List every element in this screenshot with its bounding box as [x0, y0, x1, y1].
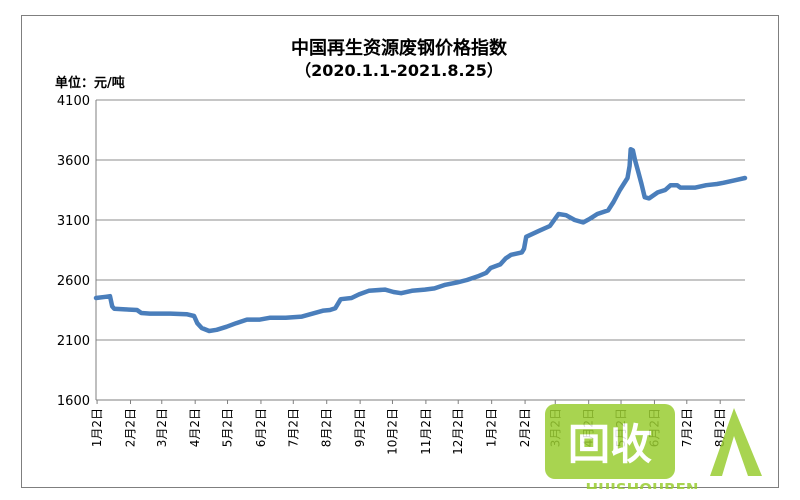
y-tick-labels: 1600 2100 2600 3100 3600 4100 — [57, 94, 90, 409]
y-tick-label: 3100 — [57, 214, 90, 229]
watermark-logo-text: 回收 — [568, 420, 652, 469]
chart-frame: 中国再生资源废钢价格指数 （2020.1.1-2021.8.25） 单位：元/吨… — [21, 15, 779, 489]
x-tick-label: 6月2日 — [254, 408, 268, 447]
watermark-brand-text: HUISHOUREN — [586, 480, 699, 489]
watermark-logo: 回收 HUISHOUREN — [545, 404, 762, 489]
y-tick-label: 2600 — [57, 274, 90, 289]
x-tick-label: 9月2日 — [353, 408, 367, 447]
y-tick-label: 4100 — [57, 94, 90, 109]
y-axis-unit-label: 单位：元/吨 — [55, 75, 125, 91]
y-tick-label: 1600 — [57, 394, 90, 409]
watermark-badge — [545, 404, 675, 479]
y-tick-label: 3600 — [57, 154, 90, 169]
x-tick-label: 11月2日 — [419, 408, 433, 455]
x-tick-labels: 1月2日 2月2日 3月2日 4月2日 5月2日 6月2日 7月2日 8月2日 9月2日 10月2… — [90, 408, 727, 455]
gridlines — [96, 99, 745, 401]
x-tick-label: 10月2日 — [385, 408, 399, 455]
y-tick-label: 2100 — [57, 334, 90, 349]
x-tick-label: 1月2日 — [485, 408, 499, 447]
x-tick-label: 1月2日 — [90, 408, 104, 447]
x-tick-label: 8月2日 — [320, 408, 334, 447]
x-tick-label: 3月2日 — [155, 408, 169, 447]
x-tick-label: 7月2日 — [680, 408, 694, 447]
axes — [95, 100, 745, 404]
x-tick-label: 4月2日 — [188, 408, 202, 447]
chart-svg: 中国再生资源废钢价格指数 （2020.1.1-2021.8.25） 单位：元/吨… — [55, 37, 762, 489]
series-layer — [93, 146, 748, 334]
x-tick-label: 2月2日 — [123, 408, 137, 447]
chart-subtitle: （2020.1.1-2021.8.25） — [295, 61, 503, 80]
chart-title: 中国再生资源废钢价格指数 — [291, 37, 508, 59]
x-tick-label: 12月2日 — [451, 408, 465, 455]
x-tick-label: 5月2日 — [221, 408, 235, 447]
x-tick-label: 2月2日 — [518, 408, 532, 447]
series-line-price-index — [93, 146, 748, 334]
watermark-triangle-icon — [710, 408, 762, 476]
x-tick-label: 7月2日 — [286, 408, 300, 447]
